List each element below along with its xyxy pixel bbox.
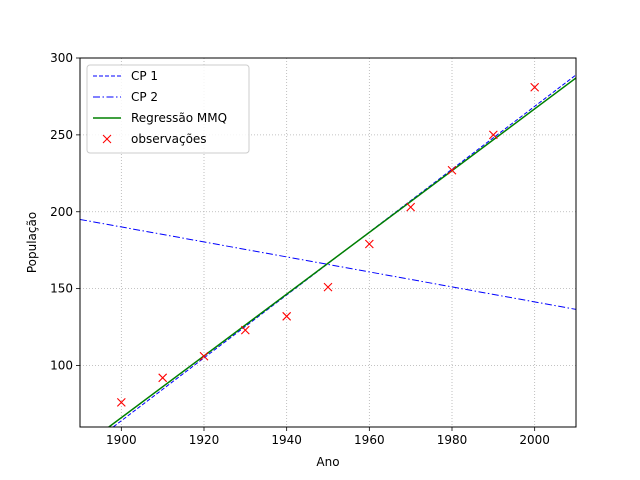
y-tick-label: 200: [50, 205, 73, 219]
series-line-cp-2: [80, 218, 576, 310]
series-line-regressao-mmq: [107, 77, 576, 427]
data-point-observacoes: [530, 82, 540, 92]
x-tick-label: 1920: [189, 433, 220, 447]
axis-ticks: 1900 1920 1940 1960 1980 2000 100 150 200 250 300: [50, 51, 550, 447]
series-layer: [80, 74, 576, 427]
data-point-observacoes: [406, 202, 416, 212]
legend-entry-label: observações: [131, 132, 207, 146]
data-point-observacoes: [199, 351, 209, 361]
x-tick-label: 2000: [519, 433, 550, 447]
legend-entry-label: CP 1: [131, 69, 158, 83]
legend: CP 1 CP 2 Regressão MMQ observações: [86, 64, 250, 154]
data-point-observacoes: [282, 311, 292, 321]
x-tick-label: 1940: [271, 433, 302, 447]
y-tick-label: 300: [50, 51, 73, 65]
x-tick-label: 1980: [437, 433, 468, 447]
x-tick-label: 1900: [106, 433, 137, 447]
series-line-cp-1: [112, 74, 576, 427]
y-axis-label: População: [25, 212, 39, 273]
plot-frame: [79, 57, 577, 428]
data-point-observacoes: [447, 165, 457, 175]
data-point-observacoes: [488, 130, 498, 140]
data-point-observacoes: [240, 325, 250, 335]
legend-entry-label: CP 2: [131, 90, 158, 104]
x-tick-label: 1960: [354, 433, 385, 447]
data-point-observacoes: [158, 373, 168, 383]
y-tick-label: 250: [50, 128, 73, 142]
legend-swatch: [102, 134, 112, 144]
x-axis-label: Ano: [316, 455, 339, 469]
legend-box: [86, 64, 250, 154]
data-point-observacoes: [116, 398, 126, 407]
y-tick-label: 100: [50, 359, 73, 373]
data-point-observacoes: [364, 239, 374, 249]
y-tick-label: 150: [50, 282, 73, 296]
data-point-observacoes: [323, 282, 333, 292]
legend-entry-label: Regressão MMQ: [131, 111, 227, 125]
